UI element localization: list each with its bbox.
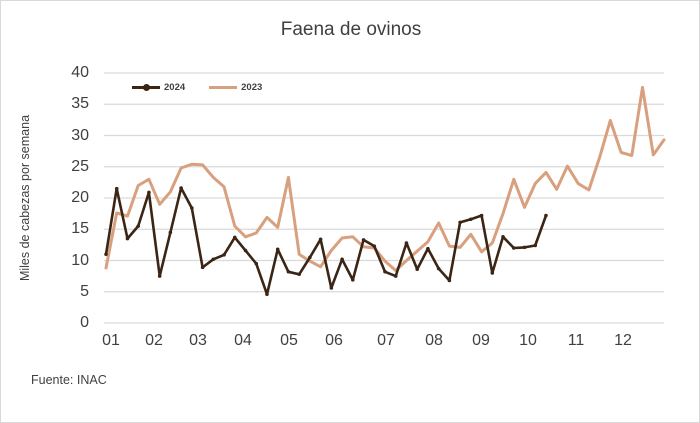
legend-item-2024: 2024 xyxy=(132,82,185,93)
data-point-2024 xyxy=(136,224,140,228)
x-tick-label-01: 01 xyxy=(102,332,120,349)
data-point-2024 xyxy=(479,213,484,218)
data-point-2024 xyxy=(329,286,334,290)
x-tick-label-07: 07 xyxy=(377,332,395,349)
data-point-2024 xyxy=(190,206,194,210)
data-point-2024 xyxy=(222,253,226,257)
data-point-2024 xyxy=(426,246,430,251)
data-point-2024 xyxy=(393,274,398,278)
data-point-2024 xyxy=(179,186,183,190)
y-tick-label-40: 40 xyxy=(71,64,89,81)
data-point-2024 xyxy=(232,235,237,240)
legend-label-2024: 2024 xyxy=(164,81,186,93)
data-point-2024 xyxy=(125,236,130,241)
data-point-2024 xyxy=(383,269,387,274)
x-tick-label-02: 02 xyxy=(145,332,163,349)
x-tick-label-05: 05 xyxy=(280,332,298,349)
source-note: Fuente: INAC xyxy=(31,373,107,387)
data-point-2024 xyxy=(522,245,527,250)
x-tick-label-04: 04 xyxy=(234,332,252,349)
data-point-2024 xyxy=(168,230,173,235)
y-tick-label-0: 0 xyxy=(80,314,89,331)
y-tick-label-10: 10 xyxy=(71,251,89,269)
y-tick-label-5: 5 xyxy=(80,282,89,300)
line-sample-2024-icon xyxy=(132,83,160,91)
data-point-2024 xyxy=(361,238,366,242)
x-tick-label-06: 06 xyxy=(325,332,343,349)
y-tick-label-30: 30 xyxy=(71,126,89,144)
data-point-2024 xyxy=(297,272,301,277)
data-point-2024 xyxy=(104,252,108,257)
data-point-2024 xyxy=(286,269,291,274)
series-line-2023 xyxy=(104,85,666,272)
data-point-2024 xyxy=(318,237,323,242)
y-tick-label-35: 35 xyxy=(71,95,89,113)
data-point-2024 xyxy=(469,217,473,222)
data-point-2024 xyxy=(533,243,538,248)
legend-label-2023: 2023 xyxy=(241,81,263,93)
x-tick-label-03: 03 xyxy=(189,332,207,349)
series-line-2024 xyxy=(104,186,548,296)
data-point-2024 xyxy=(436,266,441,271)
data-point-2024 xyxy=(114,186,119,191)
data-point-2024 xyxy=(147,190,151,195)
line-sample-2023-icon xyxy=(209,85,238,89)
data-point-2024 xyxy=(404,241,409,245)
data-point-2024 xyxy=(157,274,162,278)
data-point-2024 xyxy=(458,220,462,225)
data-point-2024 xyxy=(511,246,516,250)
data-point-2024 xyxy=(544,213,548,218)
x-tick-label-12: 12 xyxy=(614,332,632,349)
x-tick-label-09: 09 xyxy=(472,332,490,349)
legend-item-2023: 2023 xyxy=(209,82,262,93)
chart-title: Faena de ovinos xyxy=(280,19,422,40)
data-point-2024 xyxy=(490,271,495,275)
x-tick-label-08: 08 xyxy=(425,332,443,349)
data-point-2024 xyxy=(372,244,377,248)
x-tick-label-10: 10 xyxy=(519,332,537,349)
data-point-2024 xyxy=(243,248,248,253)
data-point-2024 xyxy=(501,234,505,239)
circle-marker-icon xyxy=(143,83,150,91)
data-point-2024 xyxy=(200,265,205,270)
data-point-2024 xyxy=(265,292,269,297)
x-tick-label-11: 11 xyxy=(567,332,585,349)
data-point-2024 xyxy=(415,267,419,272)
y-tick-label-20: 20 xyxy=(71,189,89,206)
data-point-2024 xyxy=(351,278,355,282)
y-tick-label-15: 15 xyxy=(71,220,89,238)
data-point-2024 xyxy=(254,261,259,266)
data-point-2024 xyxy=(211,257,216,262)
legend: 2024 2023 xyxy=(132,80,262,94)
data-point-2024 xyxy=(308,255,312,260)
data-point-2024 xyxy=(447,278,452,283)
data-point-2024 xyxy=(340,257,344,262)
data-point-2024 xyxy=(275,247,280,252)
y-tick-label-25: 25 xyxy=(71,157,89,175)
